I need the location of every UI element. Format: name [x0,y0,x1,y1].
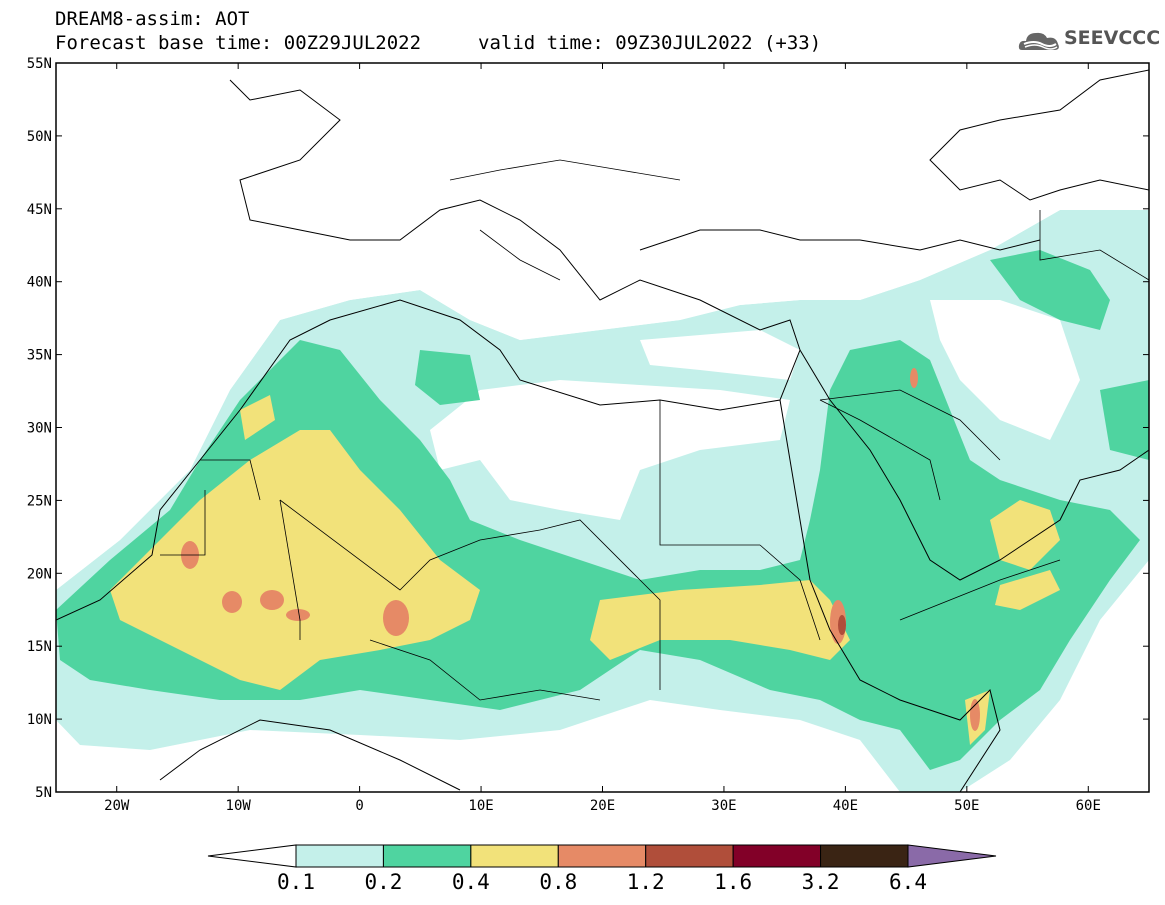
colorbar-bin [295,844,384,868]
aot-level-1.2 [838,615,846,635]
lat-label: 40N [27,275,52,291]
colorbar-label: 0.4 [452,870,490,894]
aot-level-0.4 [590,580,850,660]
colorbar-bin [820,844,909,868]
lat-label: 35N [27,348,52,364]
colorbar-upper-extend [907,844,997,868]
lat-label: 30N [27,421,52,437]
aot-level-0.2 [415,350,480,405]
lon-label: 20W [104,798,130,814]
lat-label: 15N [27,639,52,655]
colorbar-bin [470,844,559,868]
lat-label: 55N [27,56,52,72]
aot-level-0.8 [383,600,409,636]
country-borders [160,159,1149,701]
longitude-labels: 20W 10W 0 10E 20E 30E 40E 50E 60E [104,798,1101,814]
colorbar-label: 0.2 [364,870,402,894]
aot-level-0.8 [222,591,242,613]
axis-ticks [56,62,1149,793]
lon-label: 0 [355,798,363,814]
colorbar-bin [557,844,647,868]
map-title: DREAM8-assim: AOT [55,8,250,30]
latitude-labels: 55N 50N 45N 40N 35N 30N 25N 20N 15N 10N 5N [27,56,52,801]
colorbar-bin [732,844,822,868]
clear-sky-area [640,330,800,380]
lat-label: 25N [27,493,52,509]
lat-label: 5N [35,785,52,801]
lon-label: 50E [954,798,979,814]
cloud-logo-icon [1018,32,1059,50]
colorbar-label: 6.4 [889,870,927,894]
clear-sky-area [56,63,1149,590]
lon-label: 10E [468,798,493,814]
aot-level-0.4 [240,395,275,440]
valid-time: valid time: 09Z30JUL2022 (+33) [478,32,822,54]
lat-label: 45N [27,202,52,218]
colorbar-labels: 0.1 0.2 0.4 0.8 1.2 1.6 3.2 6.4 [277,870,927,894]
aot-field [56,63,1149,792]
colorbar-lower-extend [207,844,297,868]
colorbar-label: 1.2 [627,870,665,894]
seevccc-logo: SEEVCCC [1016,26,1160,56]
lon-label: 40E [833,798,858,814]
colorbar-label: 3.2 [802,870,840,894]
aot-level-0.8 [970,699,980,731]
aot-level-0.2 [1100,380,1149,460]
colorbar-bin [645,844,734,868]
aot-level-0.8 [286,609,310,621]
aot-level-0.4 [995,570,1060,610]
lon-label: 10W [226,798,252,814]
clear-sky-area [930,300,1080,440]
aot-level-0.8 [260,590,284,610]
clear-sky-area [430,380,790,520]
colorbar-bin [382,844,472,868]
lon-label: 60E [1076,798,1101,814]
aot-level-0.8 [910,368,918,388]
logo-text: SEEVCCC [1064,27,1161,49]
colorbar-label: 0.1 [277,870,315,894]
colorbar [207,844,997,868]
lat-label: 10N [27,712,52,728]
lat-label: 50N [27,129,52,145]
aot-level-0.4 [990,500,1060,570]
lon-label: 20E [590,798,615,814]
colorbar-label: 0.8 [539,870,577,894]
lon-label: 30E [711,798,736,814]
coastlines [56,69,1149,792]
aot-level-0.2 [990,250,1110,330]
lat-label: 20N [27,566,52,582]
forecast-base-time: Forecast base time: 00Z29JUL2022 [55,32,422,54]
colorbar-label: 1.6 [714,870,752,894]
